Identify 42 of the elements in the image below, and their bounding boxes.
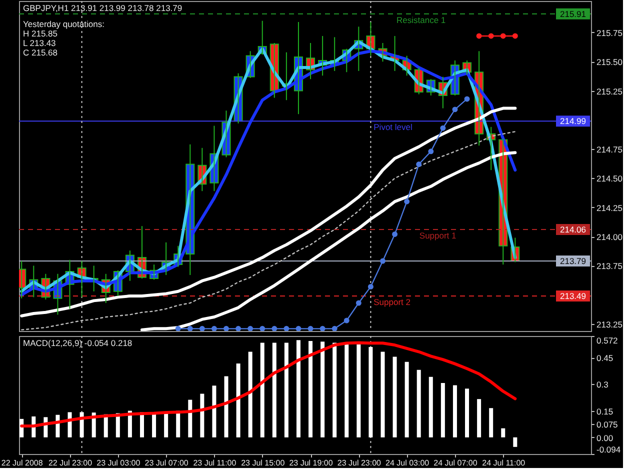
chart-title: GBPJPY,H1 213.91 213.99 213.78 213.79: [23, 3, 182, 13]
annotation: L 213.43: [23, 38, 56, 48]
y-tick-label: 213.25: [596, 320, 623, 330]
y-tick-label: 214.00: [596, 232, 623, 242]
annotation: 213.49: [560, 291, 586, 302]
y-tick-label: 215.25: [596, 86, 623, 96]
y-tick-label: 213.75: [596, 261, 623, 272]
x-tick-label: 23 Jul 11:00: [193, 458, 237, 468]
y-tick-label: 214.25: [596, 202, 623, 213]
y-tick-label: 0.00: [596, 432, 614, 443]
x-tick-label: 23 Jul 07:00: [144, 458, 189, 468]
x-tick-label: 22 Jul 2008: [1, 458, 44, 468]
annotation: 214.06: [560, 224, 586, 235]
y-tick-label: 0.3: [596, 380, 609, 390]
annotation: Yesterday quotations:: [23, 19, 104, 29]
annotation: 213.79: [560, 256, 586, 266]
x-tick-label: 24 Jul 07:00: [434, 458, 478, 468]
y-tick-label: -0.094: [596, 444, 621, 454]
y-tick-label: 215.50: [596, 57, 623, 68]
x-tick-label: 23 Jul 03:00: [96, 458, 141, 468]
y-tick-label: 0.15: [596, 406, 614, 416]
y-tick-label: 214.75: [596, 144, 623, 155]
chart-title: MACD(12,26,9) -0.054 0.218: [23, 338, 132, 348]
x-tick-label: 24 Jul 11:00: [482, 458, 526, 468]
y-tick-label: 0.075: [596, 420, 618, 430]
y-tick-label: 215.75: [596, 28, 623, 38]
annotation: 215.91: [560, 8, 586, 19]
x-tick-label: 23 Jul 23:00: [337, 458, 382, 468]
annotation: 214.99: [560, 116, 586, 126]
y-tick-label: 0.45: [596, 353, 614, 364]
ref-line-label: Support 1: [419, 230, 457, 241]
x-tick-label: 22 Jul 23:00: [48, 458, 93, 468]
y-tick-label: 214.50: [596, 174, 623, 184]
annotation: H 215.85: [23, 28, 58, 38]
annotation: C 215.68: [23, 48, 58, 58]
ref-line-label: Support 2: [374, 297, 411, 308]
ref-line-label: Pivot level: [374, 122, 412, 132]
y-tick-label: 0.572: [596, 336, 618, 346]
x-tick-label: 23 Jul 15:00: [241, 458, 286, 468]
ref-line-label: Resistance 1: [396, 14, 446, 25]
x-tick-label: 23 Jul 19:00: [289, 458, 334, 468]
x-tick-label: 24 Jul 03:00: [386, 458, 430, 468]
